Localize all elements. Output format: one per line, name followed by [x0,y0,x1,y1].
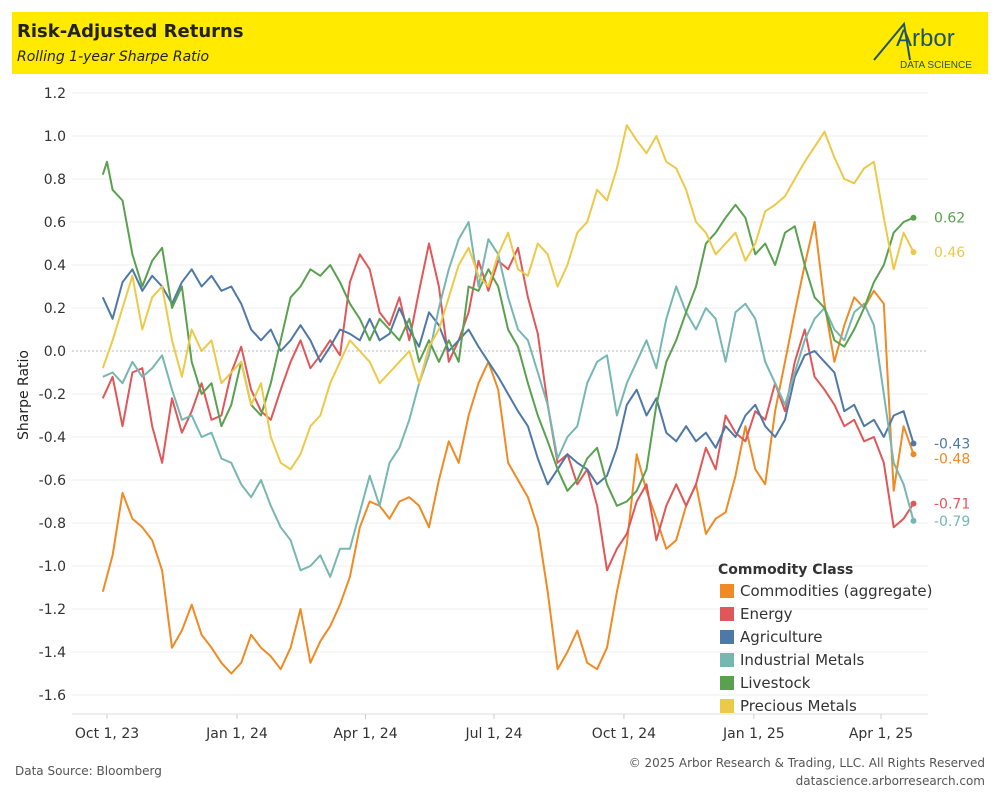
data-source-note: Data Source: Bloomberg [15,764,162,778]
legend-swatch [720,584,734,598]
x-tick-label: Jan 1, 24 [205,726,268,742]
y-tick-label: 0.6 [44,215,66,231]
series-end-dot [910,440,917,447]
y-axis-title: Sharpe Ratio [16,350,32,440]
legend-title: Commodity Class [718,562,853,578]
logo-mark-icon [873,21,911,61]
y-tick-label: 0.8 [44,172,66,188]
legend-swatch [720,676,734,690]
legend-swatch [720,653,734,667]
series-end-label: -0.43 [934,436,970,452]
series-line-energy [101,242,915,572]
logo-subtext: DATA SCIENCE [900,60,972,71]
legend-label: Energy [740,605,793,623]
series-end-dot [910,249,917,256]
y-tick-label: -1.2 [39,602,66,618]
y-tick-label: -0.2 [39,387,66,403]
series-line-industrial-metals [102,221,915,578]
logo-word: Arbor [896,25,955,52]
header-banner: Risk-Adjusted Returns Rolling 1-year Sha… [12,12,988,74]
legend-label: Industrial Metals [740,651,865,669]
y-tick-label: 0.2 [44,301,66,317]
y-tick-label: -1.0 [39,559,66,575]
y-tick-label: -1.6 [39,688,66,704]
x-tick-label: Apr 1, 25 [849,726,913,742]
series-end-label: 0.62 [934,211,965,227]
x-tick-label: Oct 1, 24 [592,726,656,742]
y-tick-label: -0.6 [39,473,66,489]
copyright-text: © 2025 Arbor Research & Trading, LLC. Al… [628,756,985,770]
y-tick-label: 0.0 [44,344,66,360]
series-end-dot [910,451,917,458]
x-tick-label: Apr 1, 24 [333,726,397,742]
x-tick-label: Oct 1, 23 [75,726,139,742]
series-end-dot [910,214,917,221]
website-link[interactable]: datascience.arborresearch.com [795,774,985,788]
series-end-label: -0.71 [934,497,970,513]
x-tick-label: Jan 1, 25 [722,726,785,742]
legend-label: Agriculture [740,628,823,646]
legend-swatch [720,699,734,713]
series-end-dot [910,517,917,524]
chart-title: Risk-Adjusted Returns [17,21,244,42]
y-tick-label: -0.4 [39,430,66,446]
y-tick-label: 1.2 [44,86,66,102]
series-line-livestock [101,160,914,507]
legend-label: Precious Metals [740,697,857,715]
legend-label: Commodities (aggregate) [740,582,932,600]
arbor-logo: Arbor DATA SCIENCE [873,21,972,71]
series-end-label: 0.46 [934,245,965,261]
y-tick-label: 1.0 [44,129,66,145]
footer-credits: © 2025 Arbor Research & Trading, LLC. Al… [629,754,985,790]
series-line-agriculture [101,268,915,486]
y-tick-label: -1.4 [39,645,66,661]
series-end-label: -0.48 [934,451,970,467]
series-end-label: -0.79 [934,514,970,530]
chart-subtitle: Rolling 1-year Sharpe Ratio [17,49,210,65]
y-tick-label: -0.8 [39,516,66,532]
legend-label: Livestock [740,674,811,692]
x-tick-label: Jul 1, 24 [465,726,523,742]
legend-swatch [720,630,734,644]
series-end-dot [910,500,917,507]
series-line-precious-metals [101,124,915,471]
legend-swatch [720,607,734,621]
y-tick-label: 0.4 [44,258,66,274]
